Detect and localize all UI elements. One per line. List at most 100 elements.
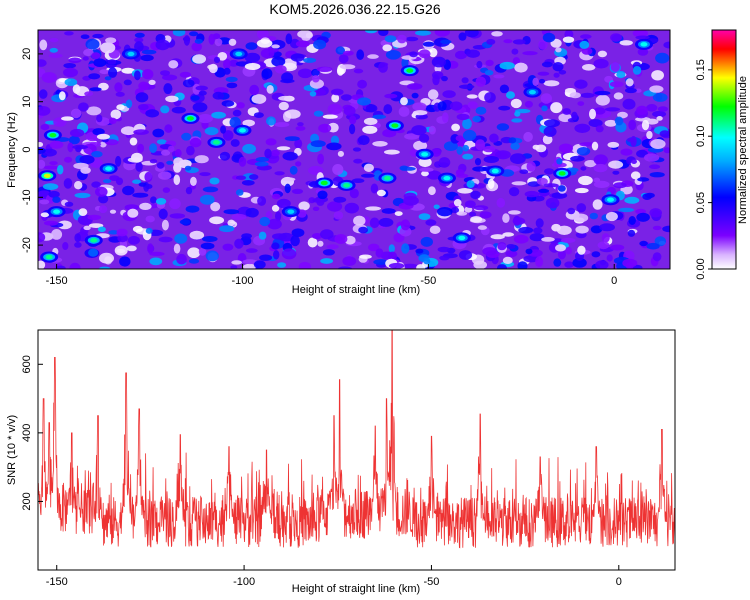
heatmap-cell xyxy=(272,233,287,240)
heatmap-cell xyxy=(298,201,310,211)
heatmap-cell xyxy=(646,104,658,112)
heatmap-cell xyxy=(618,207,635,213)
heatmap-cell xyxy=(349,115,357,125)
heatmap-cell xyxy=(562,108,572,115)
heatmap-cell xyxy=(271,44,280,49)
heatmap-x-label: Height of straight line (km) xyxy=(292,284,420,296)
heatmap-cell xyxy=(524,100,534,108)
heatmap-cell xyxy=(172,30,186,37)
heatmap-cell xyxy=(394,211,403,217)
heatmap-cell xyxy=(652,225,662,231)
heatmap-cell xyxy=(124,204,139,211)
heatmap-cell xyxy=(228,38,237,46)
heatmap-cell xyxy=(399,226,412,237)
heatmap-cell xyxy=(625,78,634,87)
heatmap-cell xyxy=(91,151,103,158)
heatmap-cell xyxy=(652,92,668,102)
heatmap-hotspot xyxy=(383,175,391,181)
colorbar-tick-label: 0.00 xyxy=(695,258,707,279)
heatmap-cell xyxy=(86,106,102,116)
heatmap-cell xyxy=(217,52,228,61)
heatmap-cell xyxy=(608,160,624,169)
heatmap-cell xyxy=(225,76,238,82)
heatmap-cell xyxy=(40,212,50,218)
heatmap-cell xyxy=(370,183,379,194)
heatmap-cell xyxy=(624,196,640,204)
heatmap-cell xyxy=(316,66,333,73)
heatmap-cell xyxy=(317,240,324,247)
heatmap-cell xyxy=(343,50,354,56)
heatmap-cell xyxy=(403,196,419,206)
heatmap-hotspot xyxy=(235,51,243,57)
heatmap-cell xyxy=(659,130,670,138)
heatmap-cell xyxy=(475,139,486,151)
heatmap-cell xyxy=(373,259,389,265)
heatmap-cell xyxy=(145,184,153,189)
heatmap-cell xyxy=(580,166,587,171)
heatmap-cell xyxy=(506,91,515,99)
heatmap-cell xyxy=(543,80,560,87)
heatmap-cell xyxy=(496,123,510,131)
heatmap-cell xyxy=(453,199,462,207)
heatmap-cell xyxy=(64,31,74,36)
heatmap-cell xyxy=(567,207,576,215)
heatmap-cell xyxy=(63,178,73,189)
heatmap-cell xyxy=(160,70,170,76)
heatmap-cell xyxy=(115,155,122,167)
heatmap-cell xyxy=(108,67,118,78)
heatmap-cell xyxy=(630,135,637,147)
colorbar-tick-label: 0.15 xyxy=(695,59,707,80)
heatmap-cell xyxy=(475,76,487,87)
heatmap-cell xyxy=(320,258,333,264)
heatmap-cell xyxy=(145,215,155,223)
heatmap-cell xyxy=(490,234,505,240)
heatmap-cell xyxy=(282,151,298,161)
heatmap-cell xyxy=(133,129,149,135)
heatmap-hotspot xyxy=(320,180,328,186)
heatmap-cell xyxy=(496,197,506,208)
heatmap-cell xyxy=(420,236,433,247)
heatmap-cell xyxy=(290,53,305,62)
heatmap-cell xyxy=(519,169,529,174)
colorbar: 0.00 0.05 0.10 0.15 Normalized spectral amp… xyxy=(695,29,749,280)
heatmap-cell xyxy=(78,102,89,112)
heatmap-cell xyxy=(156,139,167,145)
heatmap-cell xyxy=(64,201,74,207)
heatmap-cell xyxy=(100,42,116,54)
heatmap-cell xyxy=(211,111,227,119)
heatmap-cell xyxy=(361,173,375,178)
heatmap-cell xyxy=(116,104,125,111)
heatmap-cell xyxy=(313,39,327,50)
heatmap-cell xyxy=(150,196,157,204)
heatmap-cell xyxy=(99,266,111,269)
heatmap-cell xyxy=(199,172,211,177)
heatmap-cell xyxy=(415,248,424,254)
heatmap-cell xyxy=(574,187,589,194)
heatmap-cell xyxy=(565,246,572,255)
heatmap-cell xyxy=(103,179,112,184)
heatmap-hotspot xyxy=(105,166,113,171)
heatmap-cell xyxy=(261,68,273,79)
heatmap-cell xyxy=(358,226,368,234)
heatmap-cell xyxy=(70,108,82,119)
heatmap-cell xyxy=(140,54,154,62)
heatmap-cell xyxy=(132,192,149,198)
heatmap-cell xyxy=(637,48,649,56)
heatmap-cell xyxy=(107,59,117,65)
heatmap-cell xyxy=(455,50,467,60)
heatmap-cell xyxy=(331,93,340,103)
heatmap-cell xyxy=(365,206,381,211)
heatmap-cell xyxy=(428,186,436,196)
heatmap-cell xyxy=(57,220,72,230)
heatmap-cell xyxy=(441,75,448,82)
heatmap-cell xyxy=(613,182,627,189)
heatmap-cell xyxy=(99,69,110,75)
heatmap-cell xyxy=(524,190,540,198)
heatmap-cell xyxy=(99,252,114,264)
heatmap-y-tick-label: 20 xyxy=(21,48,33,60)
heatmap-cell xyxy=(550,102,563,114)
heatmap-cell xyxy=(655,52,670,64)
heatmap-cell xyxy=(558,143,574,154)
heatmap-cell xyxy=(290,235,300,247)
